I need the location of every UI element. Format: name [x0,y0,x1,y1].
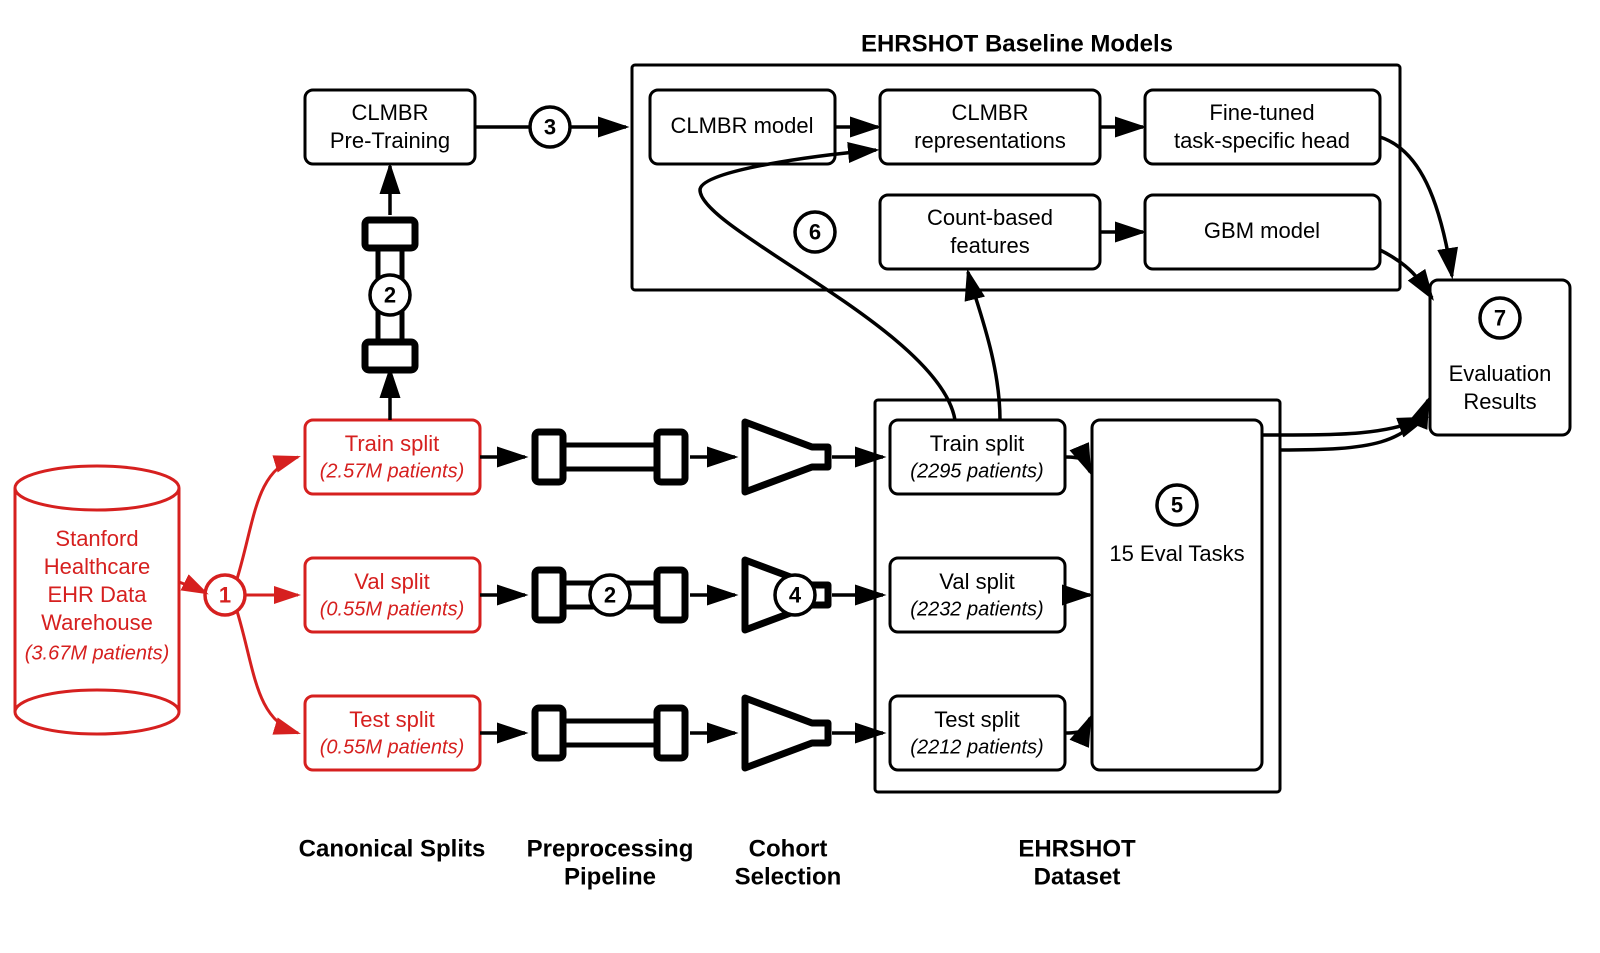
step-7: 7 [1480,298,1520,338]
stage-ehrshot-1: EHRSHOT [1018,835,1136,862]
eval-tasks-label: 15 Eval Tasks [1109,541,1244,566]
preprocessing-pipe-val: 2 [535,570,685,620]
ft-head-1: Fine-tuned [1209,100,1314,125]
eval-tasks-box [1092,420,1262,770]
step-5-label: 5 [1171,493,1183,518]
stage-canonical: Canonical Splits [299,835,486,862]
clmbr-model-label: CLMBR model [670,113,813,138]
arrow-dstrain-to-repr [700,150,955,420]
arrow-dstest-evaltasks [1065,718,1090,733]
preprocessing-pipe-test [535,708,685,758]
step-5: 5 [1157,485,1197,525]
ft-head-2: task-specific head [1174,128,1350,153]
eval-res-1: Evaluation [1449,361,1552,386]
stage-cohort-1: Cohort [749,835,828,862]
train-red-title: Train split [345,431,440,456]
ds-train-title: Train split [930,431,1025,456]
step-4-label: 4 [789,583,802,608]
test-red-sub: (0.55M patients) [320,736,465,758]
stage-ehrshot-2: Dataset [1034,863,1121,890]
count-feat-2: features [950,233,1030,258]
gbm-label: GBM model [1204,218,1320,243]
ds-val-title: Val split [939,569,1014,594]
arrow-db-to-1 [179,582,206,593]
step-1-label: 1 [219,583,231,608]
clmbr-repr-1: CLMBR [951,100,1028,125]
val-red-title: Val split [354,569,429,594]
count-feat-1: Count-based [927,205,1053,230]
ds-test-title: Test split [934,707,1020,732]
step-1: 1 [205,575,245,615]
canonical-splits: Train split (2.57M patients) Val split (… [305,420,480,770]
step-6-label: 6 [809,220,821,245]
funnel-val: 4 [745,560,828,630]
test-red-title: Test split [349,707,435,732]
ds-train-sub: (2295 patients) [910,460,1043,482]
ds-val-sub: (2232 patients) [910,598,1043,620]
ehrshot-splits: Train split (2295 patients) Val split (2… [890,420,1065,770]
db-line-2: Healthcare [44,554,150,579]
arrow-1-to-test [237,611,298,733]
train-red-sub: (2.57M patients) [320,460,465,482]
arrow-dstrain-to-count [968,272,1000,420]
val-red-sub: (0.55M patients) [320,598,465,620]
step-3-label: 3 [544,115,556,140]
arrow-1-to-train [237,457,298,579]
ds-test-sub: (2212 patients) [910,736,1043,758]
step-3: 3 [530,107,570,147]
funnel-test [745,698,828,768]
preprocessing-pipe-train [535,432,685,482]
arrow-dstrain-evaltasks [1065,457,1090,472]
db-line-3: EHR Data [47,582,147,607]
db-line-1: Stanford [55,526,138,551]
db-sub: (3.67M patients) [25,642,170,664]
step-6: 6 [795,212,835,252]
stage-preproc-1: Preprocessing [527,835,694,862]
step-2-label-top: 2 [384,283,396,308]
stage-cohort-2: Selection [735,863,842,890]
funnel-train [745,422,828,492]
eval-res-2: Results [1463,389,1536,414]
preprocessing-pipe-vertical: 2 [365,220,415,370]
flowchart-canvas: Stanford Healthcare EHR Data Warehouse (… [0,0,1600,953]
step-7-label: 7 [1494,306,1506,331]
db-cylinder: Stanford Healthcare EHR Data Warehouse (… [15,466,179,734]
db-line-4: Warehouse [41,610,153,635]
clmbr-repr-2: representations [914,128,1066,153]
step-2-label-mid: 2 [604,583,616,608]
stage-preproc-2: Pipeline [564,863,656,890]
clmbr-pre-2: Pre-Training [330,128,450,153]
clmbr-pre-1: CLMBR [351,100,428,125]
baseline-title: EHRSHOT Baseline Models [861,30,1173,57]
